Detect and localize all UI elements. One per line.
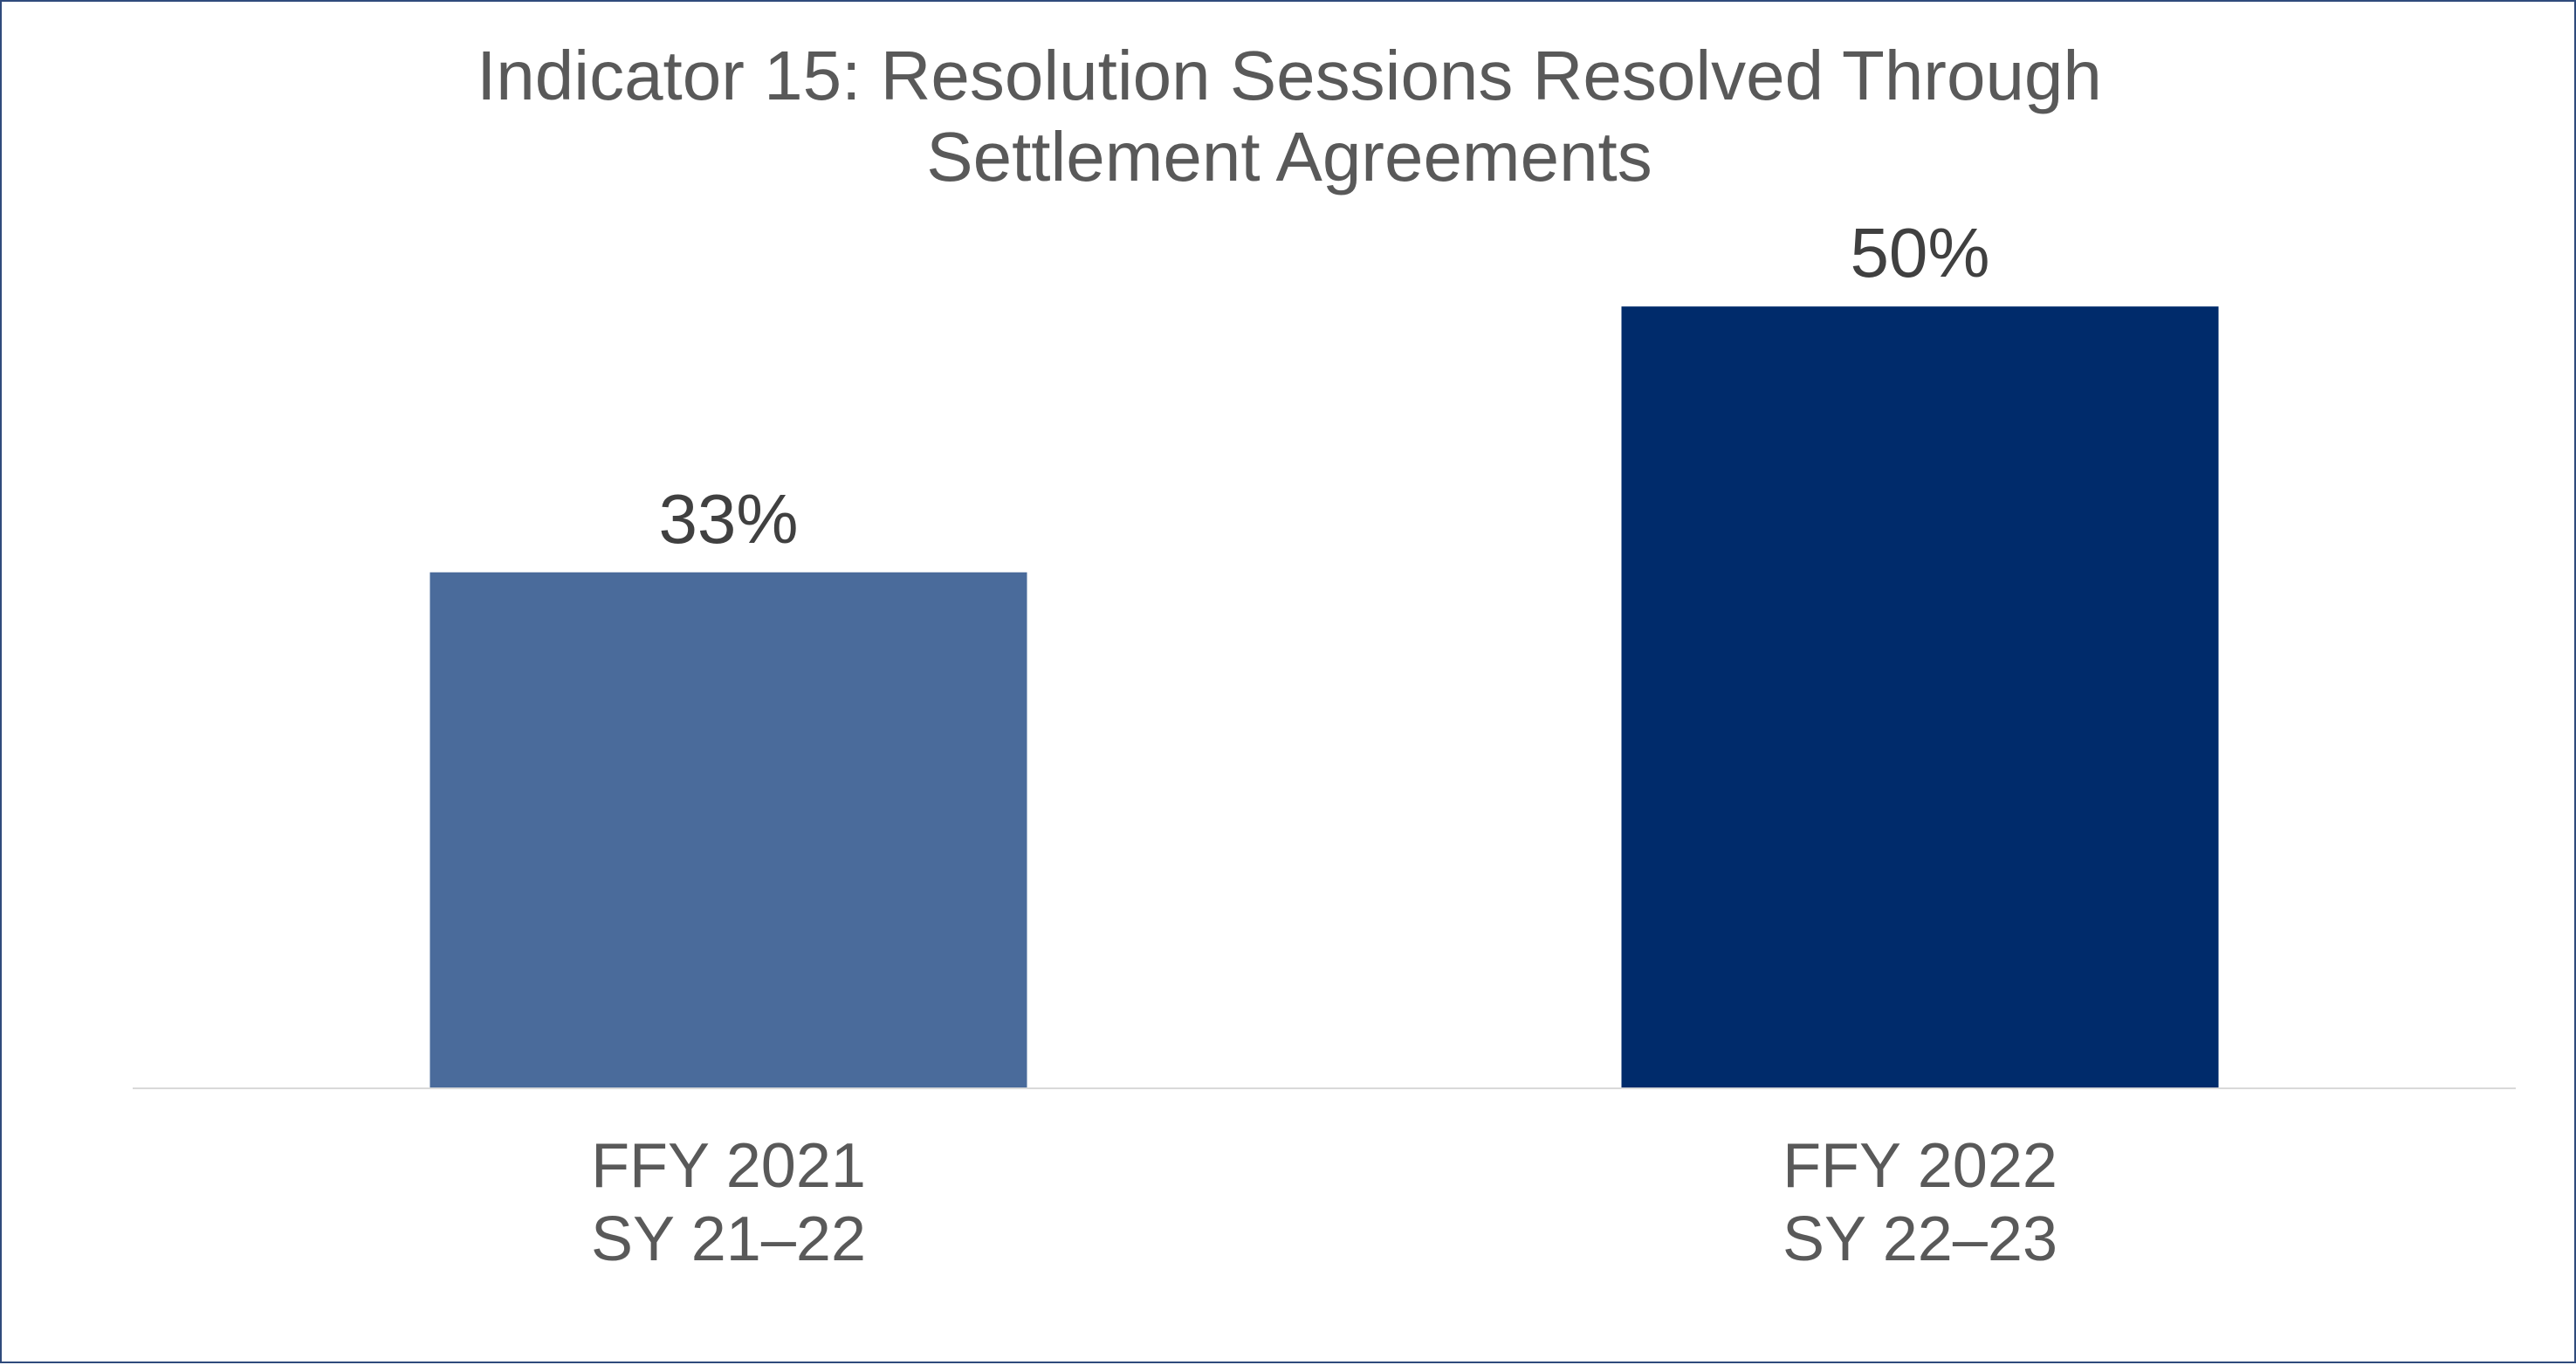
data-label-2: 50% bbox=[1850, 214, 1989, 292]
bars-group bbox=[429, 306, 2219, 1089]
chart-title-line-2: Settlement Agreements bbox=[926, 118, 1652, 195]
x-tick-label-1-line-1: FFY 2021 bbox=[591, 1131, 866, 1201]
x-tick-label-2-line-2: SY 22–23 bbox=[1783, 1204, 2057, 1274]
data-label-1: 33% bbox=[658, 480, 798, 558]
chart-title-line-1: Indicator 15: Resolution Sessions Resolv… bbox=[477, 37, 2102, 114]
x-tick-label-2-line-1: FFY 2022 bbox=[1783, 1131, 2057, 1201]
bar-1 bbox=[429, 572, 1027, 1088]
bar-2 bbox=[1621, 306, 2219, 1089]
data-labels-group: 33% 50% bbox=[658, 214, 1989, 558]
x-tick-label-1-line-2: SY 21–22 bbox=[591, 1204, 866, 1274]
chart-title: Indicator 15: Resolution Sessions Resolv… bbox=[477, 37, 2102, 195]
